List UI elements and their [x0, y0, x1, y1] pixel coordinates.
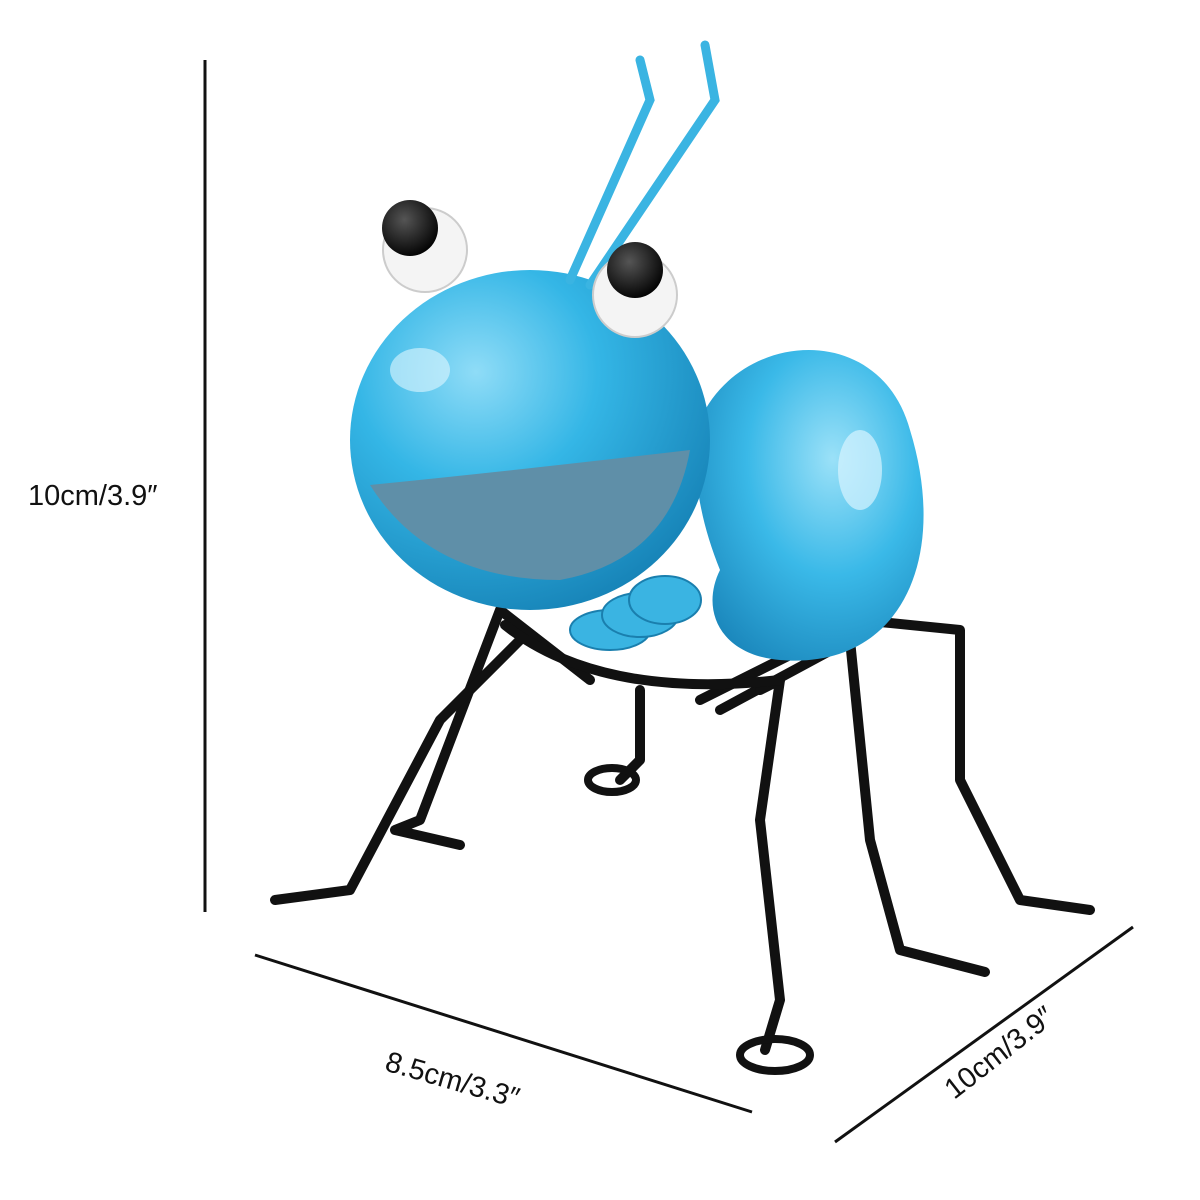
left-eye — [382, 200, 467, 292]
legs — [275, 610, 1090, 1071]
depth-dimension-line — [835, 927, 1133, 1142]
ant-abdomen — [696, 350, 923, 661]
abdomen-highlight — [838, 430, 882, 510]
height-label: 10cm/3.9″ — [28, 482, 158, 511]
ant-figurine — [275, 45, 1090, 1071]
head-highlight — [390, 348, 450, 392]
